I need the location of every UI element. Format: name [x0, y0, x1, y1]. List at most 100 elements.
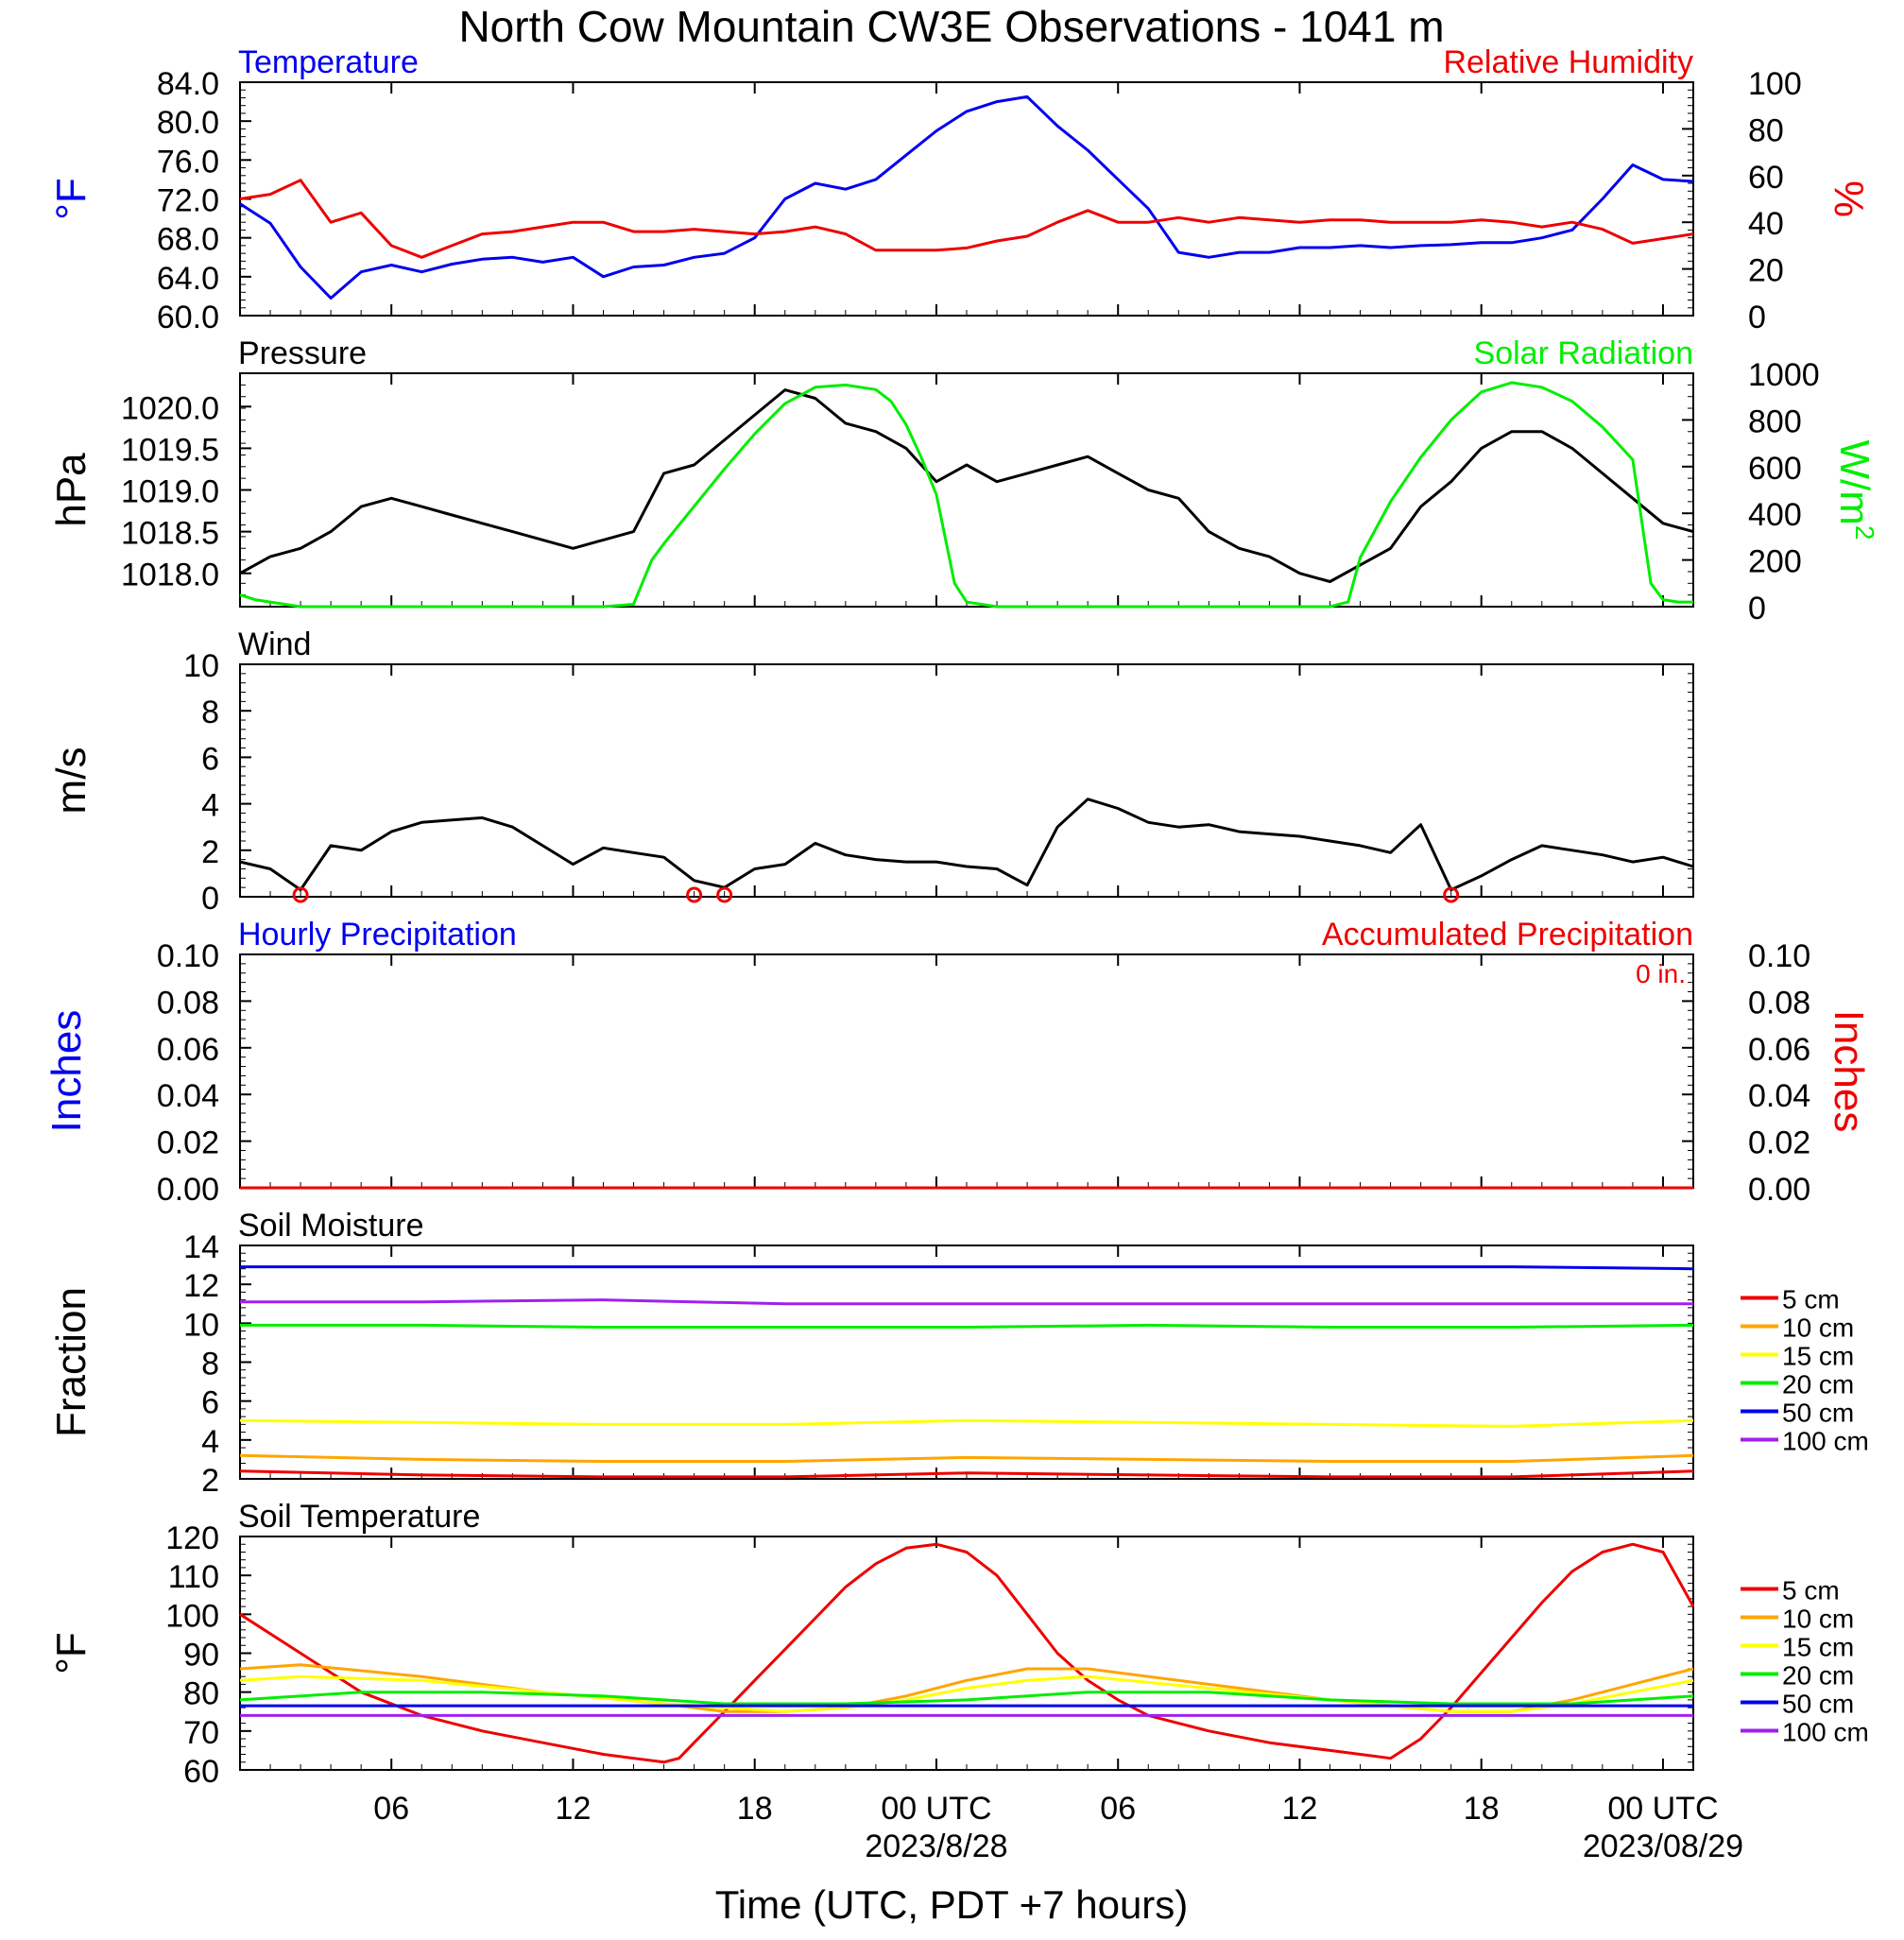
y-tick-label-right: 40: [1748, 206, 1784, 242]
series-15-cm: [239, 1418, 1694, 1428]
y-tick-label-left: 1018.5: [121, 516, 219, 552]
y-tick-label-right: 100: [1748, 66, 1802, 102]
legend-label: 5 cm: [1782, 1285, 1840, 1314]
x-tick-date-label: 2023/08/29: [1583, 1828, 1743, 1864]
y-axis-label-left: °F: [48, 178, 94, 219]
accumulated-precip-annotation: 0 in.: [1636, 959, 1686, 988]
y-tick-label-right: 80: [1748, 112, 1784, 148]
y-tick-label-right: 20: [1748, 253, 1784, 289]
y-tick-label-left: 6: [201, 741, 219, 777]
x-tick-label: 06: [373, 1791, 409, 1827]
panel-title-left: Wind: [238, 627, 311, 662]
y-tick-label-left: 6: [201, 1385, 219, 1421]
x-tick-label: 12: [556, 1791, 592, 1827]
y-tick-label-left: 68.0: [157, 222, 219, 258]
plot-frame: [239, 81, 1694, 317]
panel-temp_rh: 60.064.068.072.076.080.084.0 0 20 40 60 80 100…: [48, 44, 1872, 335]
y-tick-label-left: 60: [183, 1754, 219, 1790]
plot-frame: [239, 953, 1694, 1189]
panel-precip: 0.00 0.02 0.04 0.06 0.08 0.10 0.00 0.02 0.04 0.06…: [43, 917, 1872, 1208]
y-tick-label-right: 200: [1748, 544, 1802, 580]
y-tick-label-right: 0.00: [1748, 1172, 1810, 1208]
legend-label: 15 cm: [1782, 1342, 1854, 1371]
plot-frame: [239, 1245, 1694, 1480]
y-tick-label-left: 84.0: [157, 66, 219, 102]
y-tick-label-left: 10: [183, 1307, 219, 1343]
series-pressure: [239, 388, 1694, 583]
legend-label: 100 cm: [1782, 1718, 1869, 1747]
y-tick-label-left: 4: [201, 788, 219, 824]
panels: 60.064.068.072.076.080.084.0020406080100…: [43, 44, 1879, 1864]
legend-label: 5 cm: [1782, 1576, 1840, 1605]
y-axis-label-left: m/s: [48, 747, 94, 815]
series-relative-humidity: [239, 179, 1694, 259]
y-tick-label-left: 80: [183, 1676, 219, 1712]
y-tick-label-left: 0.00: [157, 1172, 219, 1208]
series-temperature: [239, 94, 1694, 300]
y-axis-label-right: W/m2: [1831, 440, 1879, 541]
y-tick-label-left: 100: [165, 1598, 219, 1634]
y-tick-label-left: 60.0: [157, 300, 219, 335]
series-20-cm: [240, 1323, 1694, 1329]
plot-frame: [239, 1536, 1694, 1771]
y-tick-label-left: 2: [201, 1463, 219, 1499]
x-tick-label: 18: [1464, 1791, 1500, 1827]
x-tick-label: 12: [1282, 1791, 1318, 1827]
legend-label: 10 cm: [1782, 1605, 1854, 1634]
y-axis-label-left: Inches: [43, 1010, 90, 1133]
panel-title-right: Relative Humidity: [1443, 44, 1693, 80]
y-tick-label-left: 70: [183, 1715, 219, 1751]
calm-wind-marker: [686, 886, 703, 903]
panel-title-left: Hourly Precipitation: [238, 917, 517, 953]
y-axis-label-left: Fraction: [48, 1287, 94, 1437]
y-tick-label-right: 800: [1748, 403, 1802, 439]
panel-title-left: Soil Temperature: [238, 1499, 480, 1535]
series-wind: [239, 798, 1694, 892]
calm-wind-marker: [716, 886, 733, 903]
y-tick-label-left: 12: [183, 1268, 219, 1304]
y-tick-label-left: 110: [168, 1559, 219, 1595]
legend-label: 10 cm: [1782, 1313, 1854, 1343]
plot-frame: [239, 663, 1694, 898]
y-tick-label-right: 400: [1748, 497, 1802, 533]
legend-label: 50 cm: [1782, 1399, 1854, 1428]
y-tick-label-left: 90: [183, 1638, 219, 1674]
series-5-cm: [239, 1542, 1695, 1764]
y-tick-label-left: 8: [201, 1347, 219, 1382]
y-tick-label-left: 72.0: [157, 183, 219, 219]
y-axis-label-left: hPa: [48, 453, 94, 527]
panel-title-left: Temperature: [238, 44, 419, 80]
y-tick-label-left: 1019.0: [121, 474, 219, 510]
y-tick-label-left: 10: [183, 648, 219, 684]
y-tick-label-left: 8: [201, 695, 219, 730]
y-tick-label-left: 0.02: [157, 1125, 219, 1161]
legend-label: 50 cm: [1782, 1690, 1854, 1719]
y-tick-label-right: 1000: [1748, 357, 1820, 393]
x-tick-date-label: 2023/8/28: [865, 1828, 1007, 1864]
y-tick-label-right: 0: [1748, 591, 1766, 627]
y-tick-label-left: 0.04: [157, 1078, 219, 1114]
y-tick-label-right: 60: [1748, 160, 1784, 196]
calm-wind-marker: [292, 886, 309, 903]
chart-title: North Cow Mountain CW3E Observations - 1…: [458, 2, 1444, 51]
y-tick-label-left: 1019.5: [121, 432, 219, 468]
y-tick-label-right: 600: [1748, 451, 1802, 487]
y-tick-label-left: 0.10: [157, 938, 219, 974]
legend-label: 20 cm: [1782, 1661, 1854, 1691]
y-tick-label-left: 4: [201, 1424, 219, 1460]
x-axis-label: Time (UTC, PDT +7 hours): [715, 1882, 1189, 1927]
panel-title-left: Pressure: [238, 335, 367, 371]
series-10-cm: [239, 1453, 1694, 1463]
y-axis-label-right: %: [1826, 180, 1872, 217]
y-tick-label-left: 80.0: [157, 105, 219, 141]
legend-label: 15 cm: [1782, 1633, 1854, 1662]
y-tick-label-left: 0.06: [157, 1032, 219, 1068]
y-tick-label-right: 0.06: [1748, 1032, 1810, 1068]
y-tick-label-right: 0: [1748, 300, 1766, 335]
panel-title-right: Accumulated Precipitation: [1322, 917, 1693, 953]
x-tick-label: 18: [737, 1791, 773, 1827]
x-tick-label: 00 UTC: [881, 1791, 991, 1827]
x-tick-label: 00 UTC: [1607, 1791, 1718, 1827]
